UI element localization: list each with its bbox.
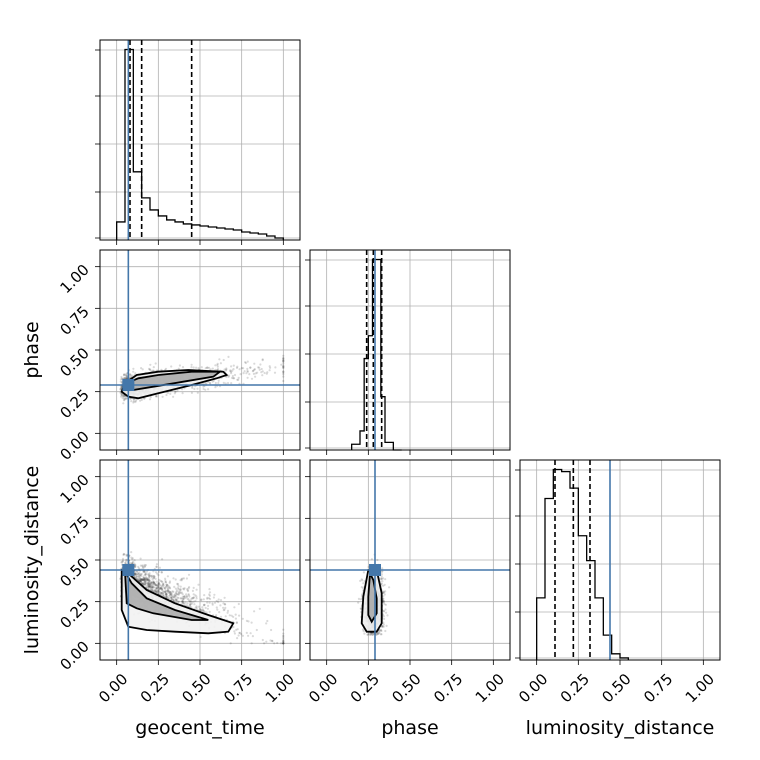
x-tick-label: 0.75 [640, 670, 676, 706]
x-tick-label: 0.00 [95, 670, 131, 706]
y-tick-label: 0.75 [56, 512, 92, 548]
x-tick-label: 1.00 [262, 670, 298, 706]
hist-panel-geocent_time [95, 39, 301, 245]
x-axis-label-phase: phase [381, 717, 438, 739]
y-tick-label: 1.00 [56, 261, 92, 297]
y-tick-label: 0.00 [56, 637, 92, 673]
y-tick-label: 0.50 [56, 554, 92, 590]
y-tick-label: 1.00 [56, 471, 92, 507]
x-tick-label: 0.25 [347, 670, 383, 706]
histogram-step-phase [351, 258, 402, 451]
x-axis-label-luminosity_distance: luminosity_distance [526, 717, 715, 739]
x-tick-label: 1.00 [472, 670, 508, 706]
x-tick-label: 0.25 [137, 670, 173, 706]
y-axis-label-luminosity_distance: luminosity_distance [21, 466, 43, 655]
hist-panel-phase [305, 249, 511, 455]
y-tick-label: 0.75 [56, 302, 92, 338]
contour-inner [124, 571, 209, 621]
x-tick-label: 0.50 [598, 670, 634, 706]
y-axis-label-phase: phase [21, 321, 43, 378]
x-tick-label: 0.00 [515, 670, 551, 706]
truth-marker [122, 379, 135, 391]
scatter-panel-phase__geocent_time [95, 249, 301, 455]
hist-panel-luminosity_distance [515, 459, 721, 665]
x-tick-label: 0.50 [388, 670, 424, 706]
y-tick-label: 0.25 [56, 596, 92, 632]
x-tick-label: 1.00 [682, 670, 718, 706]
truth-marker [122, 564, 135, 576]
x-tick-label: 0.50 [178, 670, 214, 706]
scatter-panel-luminosity_distance__phase [305, 459, 511, 665]
y-tick-label: 0.00 [56, 427, 92, 463]
scatter-panel-luminosity_distance__geocent_time [95, 459, 301, 665]
x-tick-label: 0.75 [220, 670, 256, 706]
x-tick-label: 0.25 [557, 670, 593, 706]
histogram-step-luminosity_distance [536, 468, 629, 660]
x-tick-label: 0.75 [430, 670, 466, 706]
x-axis-label-geocent_time: geocent_time [135, 717, 264, 739]
truth-marker [369, 564, 381, 576]
x-tick-label: 0.00 [305, 670, 341, 706]
y-tick-label: 0.50 [56, 344, 92, 380]
y-tick-label: 0.25 [56, 386, 92, 422]
